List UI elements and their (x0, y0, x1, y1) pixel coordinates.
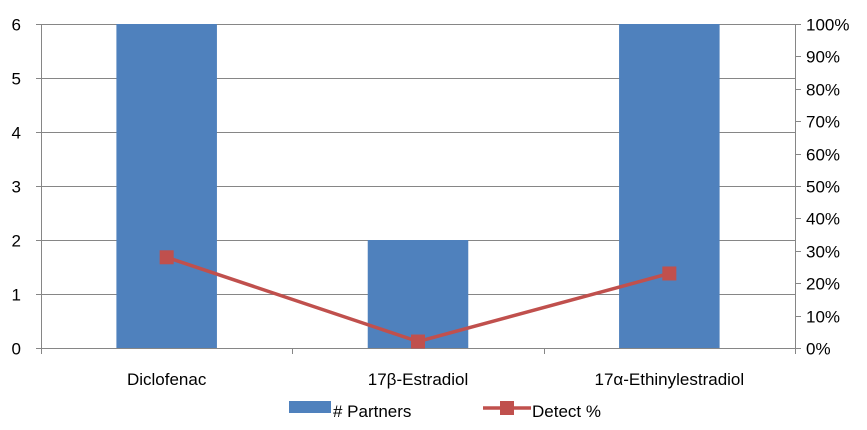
y-right-tick-label: 100% (806, 16, 849, 35)
x-tick-label: 17α-Ethinylestradiol (594, 370, 744, 389)
detect-marker-2 (411, 334, 425, 349)
bar-series (116, 24, 720, 348)
x-tick-label: 17β-Estradiol (368, 370, 469, 389)
legend-bar-swatch (289, 401, 331, 413)
legend: # Partners Detect % (289, 401, 601, 421)
y-right-tick-label: 80% (806, 81, 840, 100)
y-right-tick-label: 20% (806, 275, 840, 294)
y-right-tick-label: 70% (806, 113, 840, 132)
y-left-tick-label: 5 (12, 70, 21, 89)
legend-line-marker (500, 401, 514, 415)
line-series (159, 250, 677, 349)
y-right-tick-label: 0% (806, 340, 831, 359)
y-right-tick-label: 60% (806, 146, 840, 165)
y-left-tick-label: 6 (12, 16, 21, 35)
y-right-tick-label: 30% (806, 243, 840, 262)
y-left-tick-label: 3 (12, 178, 21, 197)
y-left-tick-label: 2 (12, 232, 21, 251)
y-right-tick-label: 50% (806, 178, 840, 197)
detect-marker-3 (662, 266, 677, 281)
legend-label-detect: Detect % (532, 402, 601, 421)
bar-3 (619, 24, 720, 348)
legend-label-partners: # Partners (333, 402, 411, 421)
bar-1 (116, 24, 217, 348)
y-left-tick-label: 0 (12, 340, 21, 359)
y-right-tick-label: 90% (806, 48, 840, 67)
y-right-tick-label: 10% (806, 308, 840, 327)
x-tick-label: Diclofenac (127, 370, 207, 389)
detect-marker-1 (159, 250, 174, 265)
y-left-tick-label: 1 (12, 286, 21, 305)
y-right-tick-label: 40% (806, 210, 840, 229)
y-left-tick-label: 4 (12, 124, 21, 143)
